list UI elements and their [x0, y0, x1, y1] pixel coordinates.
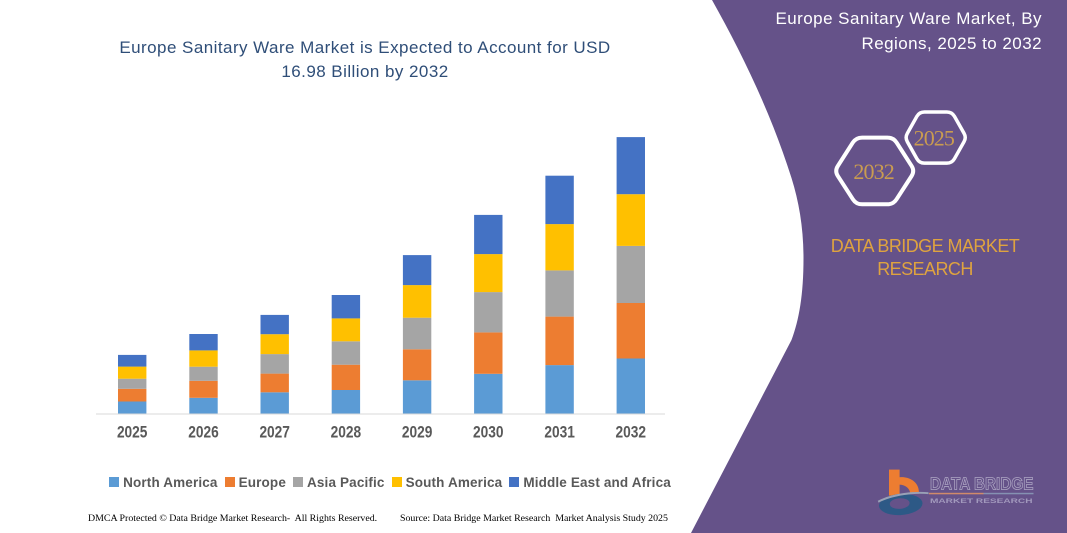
- svg-text:MARKET RESEARCH: MARKET RESEARCH: [930, 498, 1033, 505]
- svg-text:2029: 2029: [402, 424, 433, 442]
- svg-text:DATA BRIDGE: DATA BRIDGE: [930, 474, 1034, 494]
- svg-text:2030: 2030: [473, 424, 504, 442]
- svg-text:2026: 2026: [188, 424, 219, 442]
- svg-text:2032: 2032: [853, 159, 893, 184]
- svg-text:2031: 2031: [544, 424, 575, 442]
- svg-text:2032: 2032: [616, 424, 647, 442]
- svg-text:2028: 2028: [331, 424, 362, 442]
- svg-text:2027: 2027: [259, 424, 290, 442]
- svg-text:2025: 2025: [117, 424, 148, 442]
- svg-text:2025: 2025: [914, 126, 955, 151]
